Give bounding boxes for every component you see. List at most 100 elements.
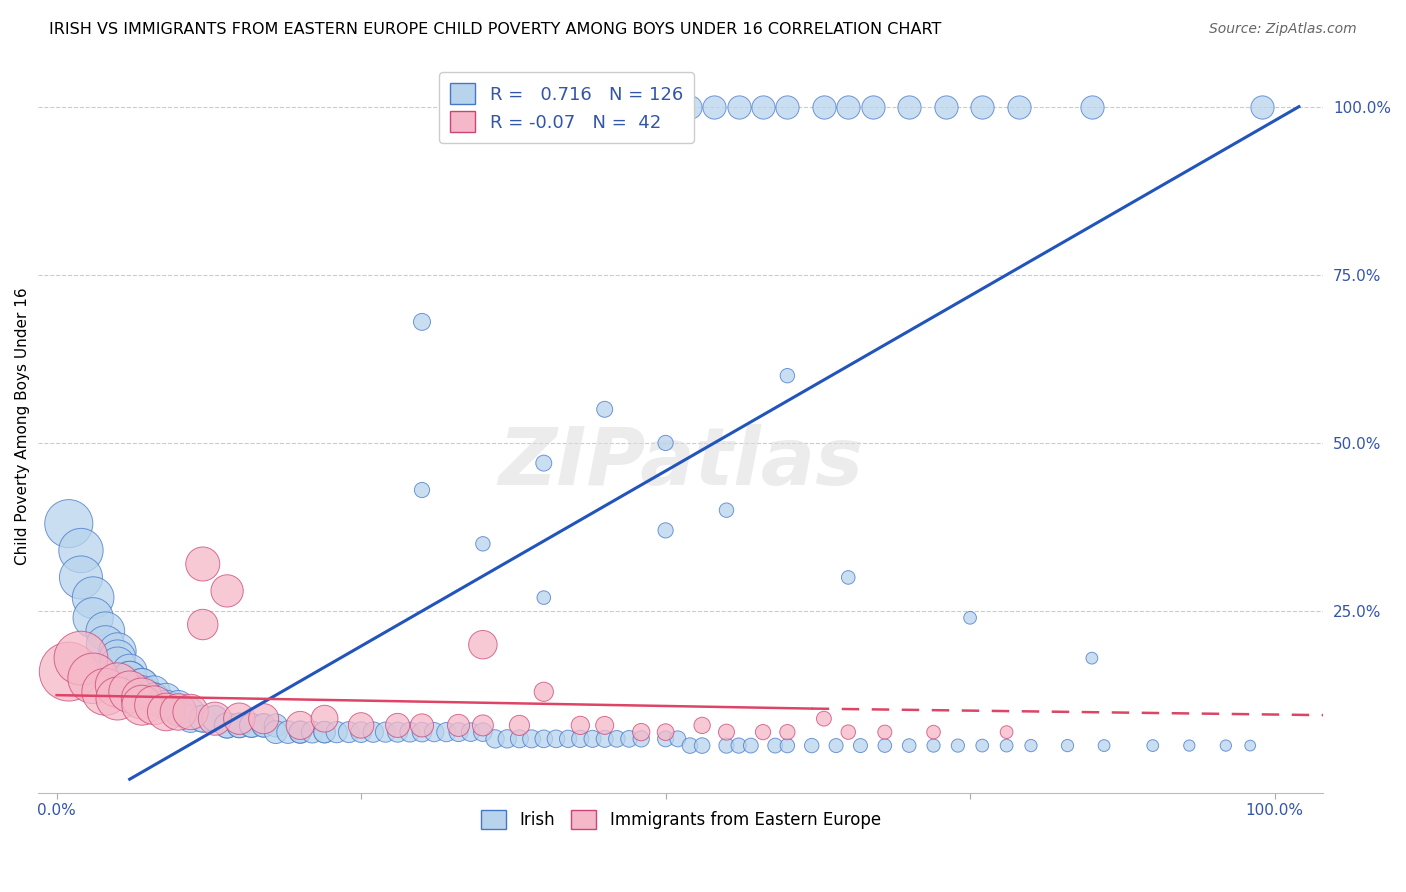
Point: [240, 718, 263, 732]
Point: [654, 731, 676, 746]
Point: [776, 368, 799, 383]
Point: [70, 570, 93, 584]
Point: [253, 712, 276, 726]
Point: [228, 712, 250, 726]
Point: [131, 691, 153, 706]
Point: [533, 456, 555, 470]
Point: [82, 591, 104, 605]
Point: [167, 698, 190, 713]
Point: [155, 698, 177, 713]
Point: [1142, 739, 1164, 753]
Point: [849, 739, 872, 753]
Point: [131, 685, 153, 699]
Point: [716, 725, 738, 739]
Point: [131, 678, 153, 692]
Point: [204, 712, 226, 726]
Point: [569, 731, 592, 746]
Point: [862, 100, 884, 114]
Point: [94, 624, 117, 639]
Y-axis label: Child Poverty Among Boys Under 16: Child Poverty Among Boys Under 16: [15, 287, 30, 565]
Point: [411, 718, 433, 732]
Point: [617, 731, 640, 746]
Point: [411, 315, 433, 329]
Point: [654, 436, 676, 450]
Point: [253, 718, 276, 732]
Point: [703, 100, 725, 114]
Point: [508, 718, 530, 732]
Point: [155, 705, 177, 719]
Point: [118, 685, 141, 699]
Point: [107, 678, 129, 692]
Point: [593, 718, 616, 732]
Point: [972, 100, 994, 114]
Point: [253, 718, 276, 732]
Point: [131, 678, 153, 692]
Point: [107, 651, 129, 665]
Point: [398, 725, 420, 739]
Point: [82, 671, 104, 685]
Point: [484, 731, 506, 746]
Point: [972, 739, 994, 753]
Point: [654, 725, 676, 739]
Point: [763, 739, 786, 753]
Point: [387, 718, 409, 732]
Point: [557, 731, 579, 746]
Point: [679, 100, 702, 114]
Point: [630, 731, 652, 746]
Point: [922, 739, 945, 753]
Point: [471, 537, 494, 551]
Point: [143, 691, 166, 706]
Point: [290, 725, 312, 739]
Point: [581, 731, 603, 746]
Point: [107, 644, 129, 658]
Point: [143, 685, 166, 699]
Point: [264, 718, 287, 732]
Point: [204, 712, 226, 726]
Point: [654, 524, 676, 538]
Point: [180, 712, 202, 726]
Point: [277, 725, 299, 739]
Point: [606, 731, 628, 746]
Point: [387, 725, 409, 739]
Point: [533, 731, 555, 746]
Point: [460, 725, 482, 739]
Point: [82, 611, 104, 625]
Point: [837, 570, 859, 584]
Point: [727, 100, 749, 114]
Point: [191, 617, 214, 632]
Point: [825, 739, 848, 753]
Point: [1251, 100, 1274, 114]
Point: [167, 705, 190, 719]
Point: [1092, 739, 1115, 753]
Point: [204, 712, 226, 726]
Point: [143, 698, 166, 713]
Point: [837, 100, 859, 114]
Point: [167, 705, 190, 719]
Point: [374, 725, 396, 739]
Point: [496, 731, 519, 746]
Point: [922, 725, 945, 739]
Point: [873, 725, 896, 739]
Point: [118, 671, 141, 685]
Point: [1019, 739, 1042, 753]
Point: [471, 718, 494, 732]
Point: [325, 725, 347, 739]
Point: [107, 691, 129, 706]
Point: [290, 718, 312, 732]
Point: [180, 705, 202, 719]
Point: [752, 725, 775, 739]
Point: [569, 718, 592, 732]
Point: [350, 725, 373, 739]
Point: [180, 705, 202, 719]
Point: [118, 671, 141, 685]
Point: [813, 100, 835, 114]
Point: [107, 657, 129, 672]
Point: [217, 718, 239, 732]
Point: [143, 691, 166, 706]
Point: [1056, 739, 1078, 753]
Point: [716, 739, 738, 753]
Point: [800, 739, 823, 753]
Point: [228, 718, 250, 732]
Point: [520, 731, 543, 746]
Point: [337, 725, 360, 739]
